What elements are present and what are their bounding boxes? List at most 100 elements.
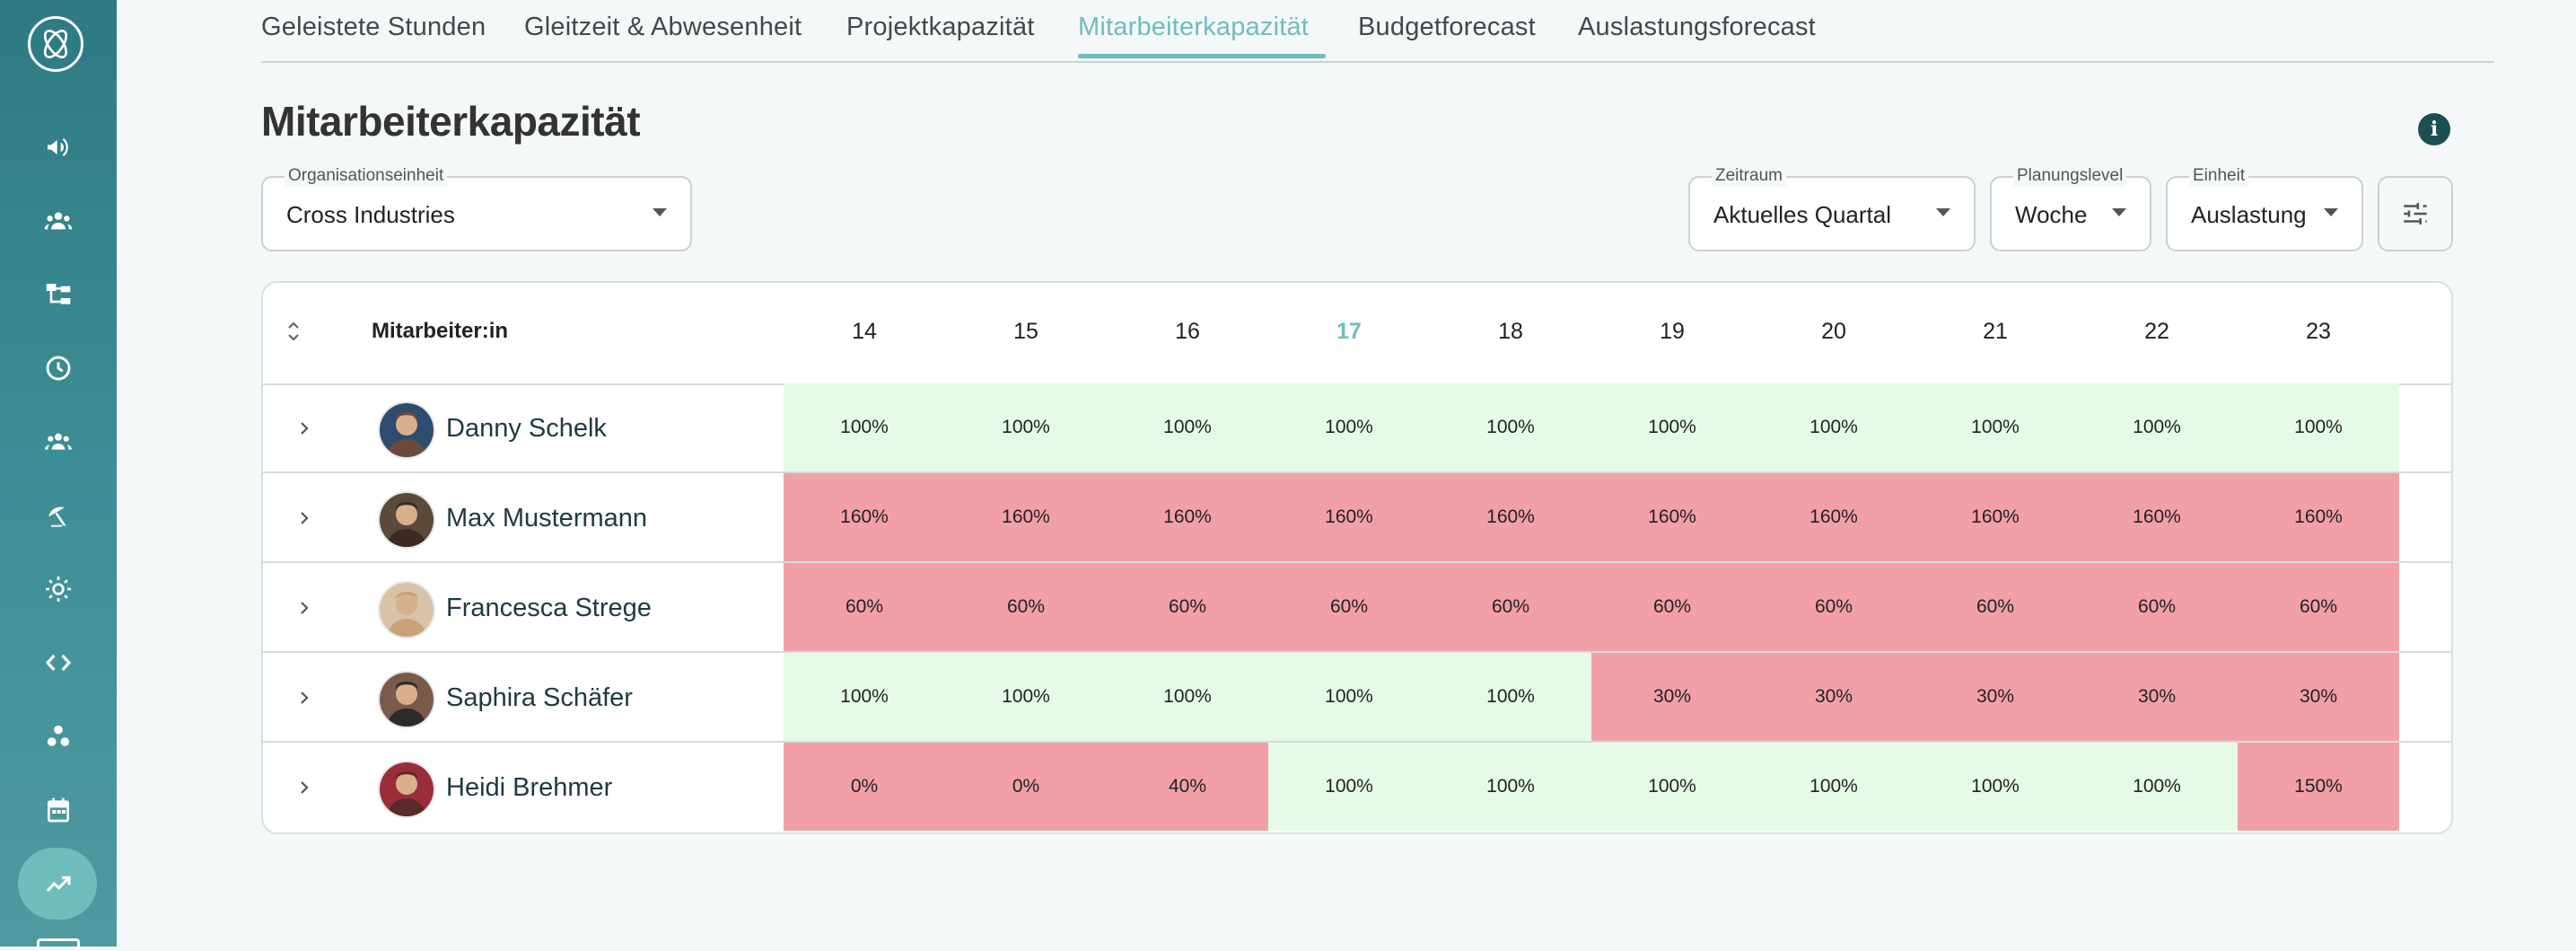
capacity-cell[interactable]: 30%: [2076, 653, 2238, 741]
avatar: [378, 491, 435, 549]
team-icon[interactable]: [37, 199, 80, 242]
chevron-right-icon[interactable]: [294, 418, 315, 439]
capacity-cell[interactable]: 160%: [1268, 473, 1430, 561]
capacity-cell[interactable]: 100%: [1107, 383, 1268, 471]
employee-name[interactable]: Heidi Brehmer: [446, 773, 613, 802]
megaphone-icon[interactable]: [37, 126, 80, 169]
capacity-cell[interactable]: 100%: [2238, 383, 2399, 471]
sliders-icon: [2404, 202, 2427, 225]
capacity-cell[interactable]: 100%: [1914, 743, 2076, 831]
chevron-right-icon[interactable]: [294, 507, 315, 529]
capacity-cell[interactable]: 40%: [1107, 743, 1268, 831]
capacity-cell[interactable]: 160%: [1591, 473, 1753, 561]
employee-name[interactable]: Francesca Strege: [446, 594, 652, 622]
chevron-right-icon[interactable]: [294, 777, 315, 798]
table-row[interactable]: Max Mustermann 160% 160% 160% 160% 160% 160% 16…: [263, 473, 2451, 563]
tab-auslastungsforecast[interactable]: Auslastungsforecast: [1578, 13, 1816, 41]
cluster-icon[interactable]: [37, 715, 80, 758]
sort-icon[interactable]: [285, 317, 302, 346]
info-icon[interactable]: i: [2418, 113, 2450, 145]
capacity-cell[interactable]: 100%: [1430, 743, 1591, 831]
capacity-cell[interactable]: 100%: [1268, 383, 1430, 471]
capacity-cell[interactable]: 60%: [1753, 563, 1914, 651]
partial-icon: [37, 938, 80, 951]
capacity-cell[interactable]: 160%: [2076, 473, 2238, 561]
tab-bar: Geleistete Stunden Gleitzeit & Abwesenhe…: [261, 0, 2494, 63]
capacity-cell[interactable]: 100%: [1430, 383, 1591, 471]
capacity-cell[interactable]: 30%: [1914, 653, 2076, 741]
tab-projektkapazitaet[interactable]: Projektkapazität: [846, 13, 1035, 41]
capacity-cell[interactable]: 60%: [1268, 563, 1430, 651]
calendar-icon[interactable]: [37, 788, 80, 832]
planning-level-select[interactable]: Planungslevel Woche: [1990, 165, 2151, 251]
capacity-cell[interactable]: 100%: [2076, 743, 2238, 831]
hierarchy-icon[interactable]: [37, 273, 80, 316]
capacity-cell[interactable]: 150%: [2238, 743, 2399, 831]
capacity-cell[interactable]: 100%: [1591, 383, 1753, 471]
capacity-cell[interactable]: 100%: [1430, 653, 1591, 741]
capacity-cell[interactable]: 100%: [784, 653, 945, 741]
period-label: Zeitraum: [1712, 165, 1786, 187]
analytics-icon[interactable]: [37, 862, 80, 905]
capacity-cell[interactable]: 100%: [2076, 383, 2238, 471]
capacity-cell[interactable]: 100%: [1753, 383, 1914, 471]
week-header-19: 19: [1660, 319, 1685, 344]
chevron-right-icon[interactable]: [294, 687, 315, 709]
capacity-cell[interactable]: 0%: [945, 743, 1107, 831]
capacity-cell[interactable]: 60%: [1591, 563, 1753, 651]
tab-gleitzeit-abwesenheit[interactable]: Gleitzeit & Abwesenheit: [524, 13, 802, 41]
table-row[interactable]: Saphira Schäfer 100% 100% 100% 100% 100% 30% 30…: [263, 653, 2451, 743]
capacity-cell[interactable]: 160%: [2238, 473, 2399, 561]
table-row[interactable]: Heidi Brehmer 0% 0% 40% 100% 100% 100% 100% 100%…: [263, 743, 2451, 832]
clock-icon[interactable]: [37, 347, 80, 390]
capacity-cell[interactable]: 30%: [2238, 653, 2399, 741]
capacity-cell[interactable]: 60%: [1914, 563, 2076, 651]
capacity-cell[interactable]: 100%: [1753, 743, 1914, 831]
week-header-23: 23: [2306, 319, 2331, 344]
employee-column-header[interactable]: Mitarbeiter:in: [372, 319, 509, 343]
filter-settings-button[interactable]: [2378, 176, 2453, 251]
table-row[interactable]: Danny Schelk 100% 100% 100% 100% 100% 100% 100%…: [263, 383, 2451, 473]
capacity-cell[interactable]: 100%: [1268, 743, 1430, 831]
chevron-right-icon[interactable]: [294, 597, 315, 619]
capacity-cell[interactable]: 160%: [1430, 473, 1591, 561]
capacity-cell[interactable]: 60%: [1430, 563, 1591, 651]
capacity-cell[interactable]: 160%: [1107, 473, 1268, 561]
capacity-cell[interactable]: 100%: [1591, 743, 1753, 831]
capacity-cell[interactable]: 60%: [784, 563, 945, 651]
capacity-cell[interactable]: 60%: [1107, 563, 1268, 651]
tab-budgetforecast[interactable]: Budgetforecast: [1358, 13, 1536, 41]
capacity-cell[interactable]: 100%: [784, 383, 945, 471]
vacation-icon[interactable]: [37, 494, 80, 537]
group-icon[interactable]: [37, 420, 80, 463]
sun-icon[interactable]: [37, 568, 80, 611]
capacity-cell[interactable]: 60%: [945, 563, 1107, 651]
employee-name[interactable]: Max Mustermann: [446, 504, 648, 533]
table-row[interactable]: Francesca Strege 60% 60% 60% 60% 60% 60% 60% 60%…: [263, 563, 2451, 653]
avatar: [378, 761, 435, 818]
capacity-cell[interactable]: 100%: [1268, 653, 1430, 741]
unit-select[interactable]: Einheit Auslastung: [2166, 165, 2363, 251]
capacity-cell[interactable]: 100%: [1914, 383, 2076, 471]
capacity-cell[interactable]: 160%: [784, 473, 945, 561]
capacity-cell[interactable]: 30%: [1753, 653, 1914, 741]
tab-geleistete-stunden[interactable]: Geleistete Stunden: [261, 13, 486, 41]
capacity-cell[interactable]: 100%: [1107, 653, 1268, 741]
app-logo[interactable]: [28, 16, 83, 72]
capacity-cell[interactable]: 30%: [1591, 653, 1753, 741]
capacity-cell[interactable]: 0%: [784, 743, 945, 831]
capacity-cell[interactable]: 60%: [2076, 563, 2238, 651]
code-icon[interactable]: [37, 641, 80, 684]
period-select[interactable]: Zeitraum Aktuelles Quartal: [1688, 165, 1976, 251]
org-unit-select[interactable]: Organisationseinheit Cross Industries: [261, 165, 692, 251]
employee-name[interactable]: Saphira Schäfer: [446, 683, 633, 712]
capacity-cell[interactable]: 100%: [945, 383, 1107, 471]
capacity-cell[interactable]: 100%: [945, 653, 1107, 741]
tab-mitarbeiterkapazitaet[interactable]: Mitarbeiterkapazität: [1078, 13, 1310, 41]
page-title: Mitarbeiterkapazität: [261, 98, 641, 145]
capacity-cell[interactable]: 60%: [2238, 563, 2399, 651]
capacity-cell[interactable]: 160%: [1753, 473, 1914, 561]
employee-name[interactable]: Danny Schelk: [446, 414, 607, 443]
capacity-cell[interactable]: 160%: [1914, 473, 2076, 561]
capacity-cell[interactable]: 160%: [945, 473, 1107, 561]
